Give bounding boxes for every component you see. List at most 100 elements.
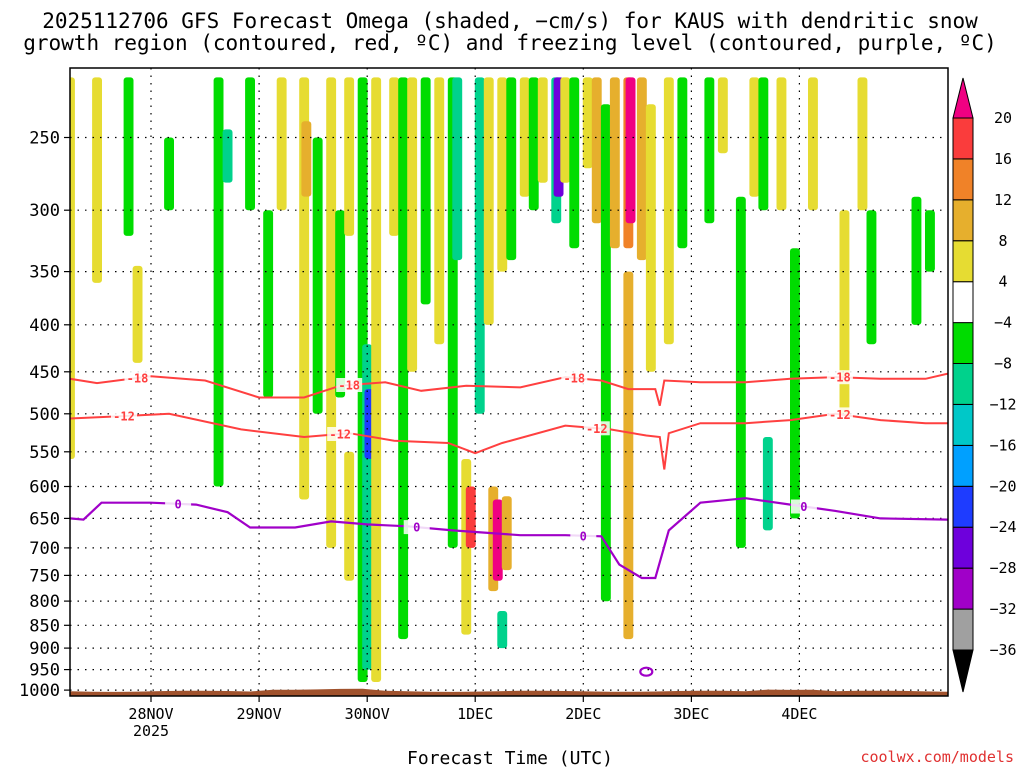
colorbar-tick-label: 12 — [994, 191, 1012, 209]
y-tick-label: 600 — [29, 478, 60, 498]
contour-label: -12 — [113, 410, 135, 424]
contour-label: 0 — [580, 529, 587, 543]
colorbar-segment — [952, 199, 974, 242]
x-tick-label: 30NOV — [345, 705, 390, 723]
omega-region — [790, 248, 800, 519]
colorbar-segment — [952, 444, 974, 487]
omega-region — [245, 77, 255, 211]
omega-region — [483, 77, 494, 325]
omega-region — [569, 77, 580, 249]
omega-region — [371, 77, 382, 682]
contour-label: 0 — [174, 497, 181, 511]
contour-label: -18 — [563, 371, 585, 385]
colorbar-segment — [952, 485, 974, 528]
omega-region — [519, 77, 530, 197]
contour-label: -12 — [586, 422, 608, 436]
omega-region — [164, 137, 174, 211]
y-tick-label: 650 — [29, 509, 60, 529]
colorbar: −36 −32 −28 −24 −20 −16 −12 −8 −4 4 8 12 16 20 — [952, 77, 1017, 693]
contour-label: -12 — [829, 408, 851, 422]
y-tick-label: 700 — [29, 539, 60, 559]
colorbar-segment — [952, 404, 974, 446]
omega-region — [222, 129, 233, 183]
omega-region — [92, 77, 102, 283]
colorbar-segment — [952, 363, 974, 405]
freezing-closed-contour — [639, 666, 654, 677]
dgz-contour--18 — [70, 372, 948, 406]
omega-region — [276, 77, 287, 211]
y-tick-label: 400 — [29, 316, 60, 336]
y-tick-label: 550 — [29, 443, 60, 463]
contour-label-bg — [165, 496, 192, 511]
contour-label: -18 — [338, 379, 360, 393]
y-tick-label: 1000 — [19, 681, 60, 701]
omega-region — [497, 77, 508, 272]
omega-region — [560, 77, 571, 183]
contour-label-bg — [583, 421, 610, 436]
omega-region — [528, 77, 539, 211]
omega-region — [911, 196, 922, 325]
y-tick-label: 250 — [29, 129, 60, 149]
omega-region — [497, 611, 508, 649]
contour-label-bg — [403, 520, 430, 535]
omega-region — [704, 77, 715, 224]
terrain-surface — [70, 688, 948, 696]
omega-region — [623, 271, 634, 640]
colorbar-top-triangle — [952, 77, 974, 119]
contour-label: -18 — [127, 371, 149, 385]
x-tick-label: 1DEC — [457, 705, 493, 723]
colorbar-tick-label: −24 — [989, 518, 1016, 536]
omega-region — [735, 196, 746, 548]
colorbar-tick-label: 8 — [998, 232, 1007, 250]
y-tick-label: 450 — [29, 363, 60, 383]
omega-region — [925, 210, 935, 272]
colorbar-tick-label: 20 — [994, 109, 1012, 127]
freezing-level-contour — [70, 497, 948, 580]
omega-region — [420, 77, 431, 305]
y-tick-label: 500 — [29, 405, 60, 425]
colorbar-segment — [952, 608, 974, 651]
plot-border — [69, 67, 949, 697]
colorbar-tick-label: −4 — [994, 314, 1012, 332]
omega-region — [645, 104, 656, 372]
terrain-layer — [70, 688, 948, 696]
colorbar-segment — [952, 526, 974, 569]
omega-region — [344, 77, 355, 236]
credit-text: coolwx.com/models — [860, 748, 1014, 766]
x-tick-label: 3DEC — [673, 705, 709, 723]
colorbar-tick-label: −28 — [989, 559, 1016, 577]
colorbar-tick-label: −12 — [989, 396, 1016, 414]
contour-label: -12 — [329, 428, 351, 442]
y-tick-label: 950 — [29, 661, 60, 681]
x-axis-label: Forecast Time (UTC) — [407, 748, 613, 768]
omega-region — [749, 77, 760, 197]
omega-region — [301, 121, 312, 197]
y-tick-label: 350 — [29, 263, 60, 283]
omega-region — [582, 77, 593, 169]
omega-region — [758, 77, 769, 211]
colorbar-segment — [952, 240, 974, 283]
contour-label: -18 — [829, 371, 851, 385]
title-line-1: 2025112706 GFS Forecast Omega (shaded, −… — [42, 9, 978, 33]
omega-region — [452, 77, 463, 261]
omega-region — [663, 77, 674, 345]
omega-region — [506, 77, 517, 261]
contour-label-bg — [570, 528, 597, 543]
x-tick-label: 28NOV — [128, 705, 173, 723]
y-tick-label: 900 — [29, 639, 60, 659]
omega-region — [537, 77, 548, 183]
omega-region — [762, 437, 773, 531]
contour-label-bg — [790, 499, 817, 514]
colorbar-segment — [952, 117, 974, 160]
colorbar-segment — [952, 567, 974, 610]
omega-region — [335, 210, 346, 398]
y-axis: 250 300 350 400 450 500 550 600 650 700 750 800 850 9… — [19, 129, 70, 701]
omega-region — [636, 77, 647, 261]
contour-layer: -18 -18 -18 -18 -12 -12 -12 -12 0 0 0 0 — [70, 370, 948, 677]
colorbar-tick-label: −36 — [989, 641, 1016, 659]
omega-region — [600, 104, 611, 602]
colorbar-tick-label: −8 — [994, 355, 1012, 373]
contour-label-bg — [111, 409, 137, 423]
